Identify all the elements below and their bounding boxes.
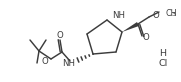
Text: O: O [41, 57, 48, 67]
Text: NH: NH [112, 11, 125, 20]
Text: O: O [57, 31, 63, 40]
Text: O: O [153, 11, 159, 20]
Text: NH: NH [62, 60, 75, 68]
Text: 3: 3 [172, 12, 176, 17]
Text: H: H [159, 50, 167, 58]
Text: O: O [143, 32, 149, 41]
Text: Cl: Cl [158, 58, 168, 67]
Polygon shape [122, 22, 139, 32]
Text: CH: CH [166, 9, 178, 17]
